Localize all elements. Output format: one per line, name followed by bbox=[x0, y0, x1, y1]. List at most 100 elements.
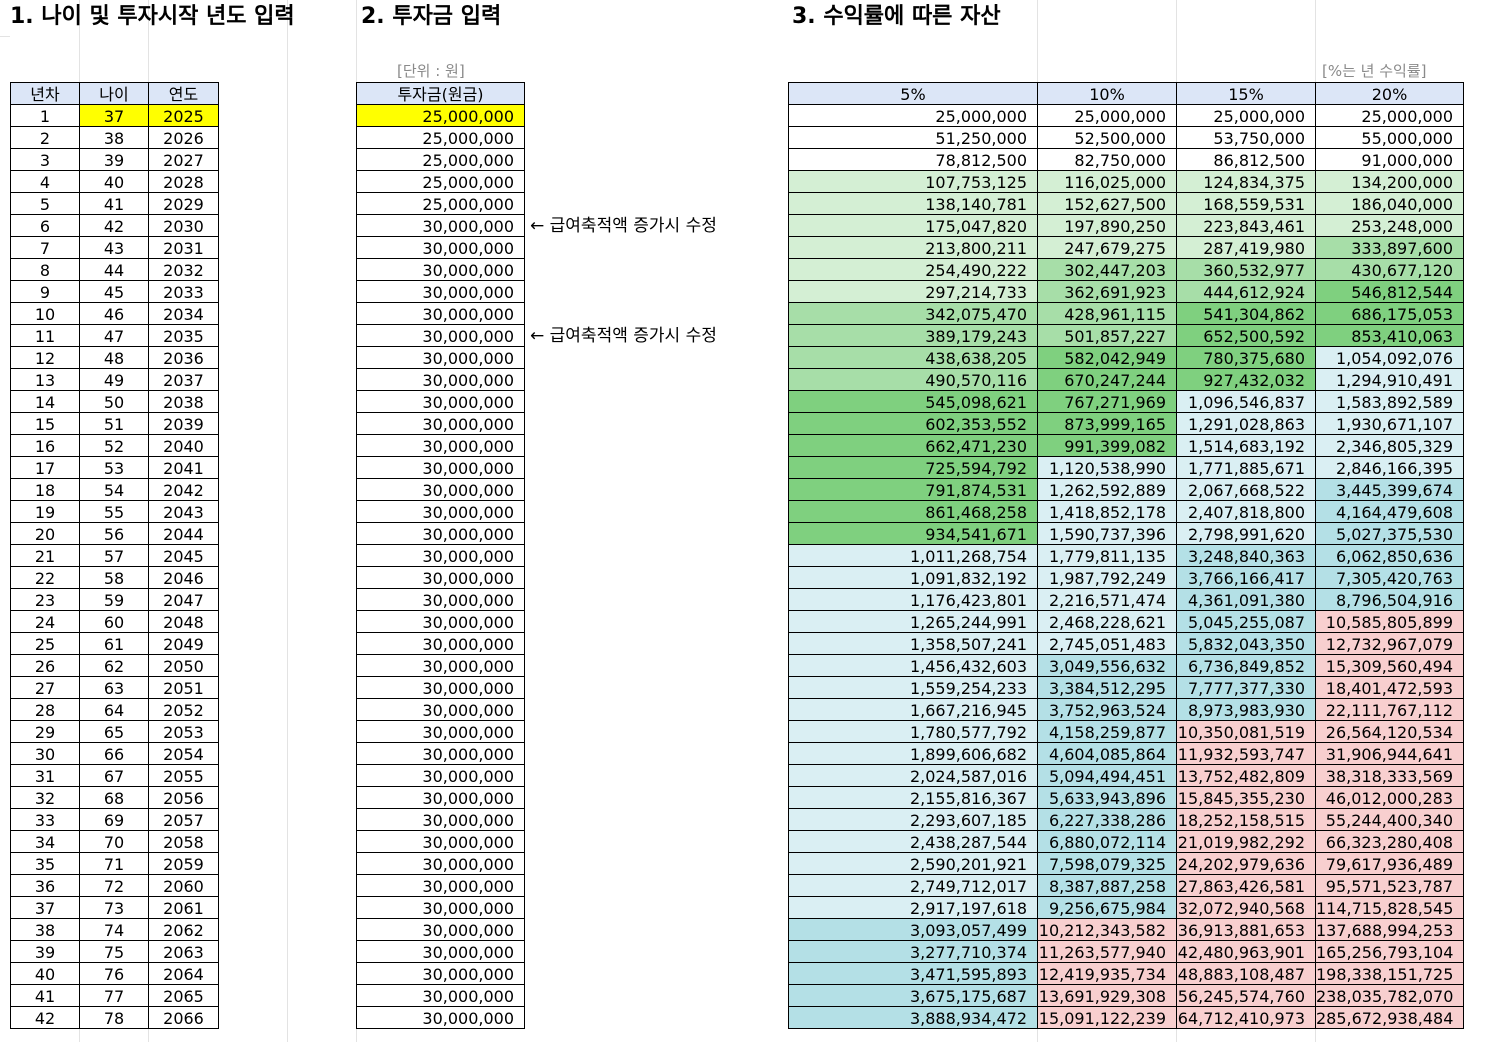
cell-rate-10[interactable]: 1,418,852,178 bbox=[1037, 500, 1177, 523]
cell-rate-15[interactable]: 7,777,377,330 bbox=[1176, 676, 1316, 699]
cell-year-index[interactable]: 40 bbox=[10, 962, 80, 985]
cell-rate-5[interactable]: 78,812,500 bbox=[788, 148, 1038, 171]
cell-principal[interactable]: 30,000,000 bbox=[356, 742, 525, 765]
cell-year[interactable]: 2048 bbox=[148, 610, 219, 633]
cell-age[interactable]: 64 bbox=[79, 698, 149, 721]
cell-year[interactable]: 2045 bbox=[148, 544, 219, 567]
cell-year-index[interactable]: 6 bbox=[10, 214, 80, 237]
cell-age[interactable]: 62 bbox=[79, 654, 149, 677]
cell-rate-15[interactable]: 18,252,158,515 bbox=[1176, 808, 1316, 831]
cell-rate-5[interactable]: 254,490,222 bbox=[788, 258, 1038, 281]
cell-rate-20[interactable]: 3,445,399,674 bbox=[1315, 478, 1464, 501]
cell-year[interactable]: 2060 bbox=[148, 874, 219, 897]
cell-year[interactable]: 2040 bbox=[148, 434, 219, 457]
cell-principal[interactable]: 25,000,000 bbox=[356, 104, 525, 127]
cell-rate-5[interactable]: 490,570,116 bbox=[788, 368, 1038, 391]
cell-age[interactable]: 43 bbox=[79, 236, 149, 259]
cell-year[interactable]: 2025 bbox=[148, 104, 219, 127]
cell-principal[interactable]: 30,000,000 bbox=[356, 786, 525, 809]
cell-year-index[interactable]: 10 bbox=[10, 302, 80, 325]
cell-year-index[interactable]: 29 bbox=[10, 720, 80, 743]
cell-year-index[interactable]: 21 bbox=[10, 544, 80, 567]
cell-rate-5[interactable]: 3,675,175,687 bbox=[788, 984, 1038, 1007]
cell-rate-15[interactable]: 1,514,683,192 bbox=[1176, 434, 1316, 457]
cell-rate-5[interactable]: 175,047,820 bbox=[788, 214, 1038, 237]
cell-year[interactable]: 2042 bbox=[148, 478, 219, 501]
cell-principal[interactable]: 30,000,000 bbox=[356, 940, 525, 963]
cell-year-index[interactable]: 41 bbox=[10, 984, 80, 1007]
cell-rate-10[interactable]: 767,271,969 bbox=[1037, 390, 1177, 413]
cell-age[interactable]: 74 bbox=[79, 918, 149, 941]
cell-year-index[interactable]: 12 bbox=[10, 346, 80, 369]
cell-rate-20[interactable]: 2,846,166,395 bbox=[1315, 456, 1464, 479]
cell-rate-5[interactable]: 934,541,671 bbox=[788, 522, 1038, 545]
cell-age[interactable]: 52 bbox=[79, 434, 149, 457]
cell-rate-15[interactable]: 8,973,983,930 bbox=[1176, 698, 1316, 721]
cell-rate-10[interactable]: 362,691,923 bbox=[1037, 280, 1177, 303]
cell-rate-5[interactable]: 1,456,432,603 bbox=[788, 654, 1038, 677]
cell-year[interactable]: 2056 bbox=[148, 786, 219, 809]
cell-rate-15[interactable]: 124,834,375 bbox=[1176, 170, 1316, 193]
cell-year-index[interactable]: 8 bbox=[10, 258, 80, 281]
cell-age[interactable]: 48 bbox=[79, 346, 149, 369]
cell-principal[interactable]: 30,000,000 bbox=[356, 896, 525, 919]
cell-rate-20[interactable]: 134,200,000 bbox=[1315, 170, 1464, 193]
cell-year[interactable]: 2036 bbox=[148, 346, 219, 369]
cell-rate-5[interactable]: 2,293,607,185 bbox=[788, 808, 1038, 831]
cell-year[interactable]: 2032 bbox=[148, 258, 219, 281]
cell-rate-10[interactable]: 247,679,275 bbox=[1037, 236, 1177, 259]
cell-year[interactable]: 2065 bbox=[148, 984, 219, 1007]
cell-rate-20[interactable]: 546,812,544 bbox=[1315, 280, 1464, 303]
cell-rate-5[interactable]: 2,155,816,367 bbox=[788, 786, 1038, 809]
cell-principal[interactable]: 30,000,000 bbox=[356, 654, 525, 677]
cell-year-index[interactable]: 20 bbox=[10, 522, 80, 545]
cell-rate-15[interactable]: 287,419,980 bbox=[1176, 236, 1316, 259]
cell-rate-20[interactable]: 1,054,092,076 bbox=[1315, 346, 1464, 369]
cell-year-index[interactable]: 28 bbox=[10, 698, 80, 721]
cell-age[interactable]: 50 bbox=[79, 390, 149, 413]
cell-rate-10[interactable]: 1,120,538,990 bbox=[1037, 456, 1177, 479]
cell-rate-20[interactable]: 91,000,000 bbox=[1315, 148, 1464, 171]
cell-year-index[interactable]: 5 bbox=[10, 192, 80, 215]
cell-rate-20[interactable]: 10,585,805,899 bbox=[1315, 610, 1464, 633]
cell-rate-10[interactable]: 1,779,811,135 bbox=[1037, 544, 1177, 567]
cell-principal[interactable]: 30,000,000 bbox=[356, 500, 525, 523]
cell-rate-15[interactable]: 86,812,500 bbox=[1176, 148, 1316, 171]
cell-rate-5[interactable]: 438,638,205 bbox=[788, 346, 1038, 369]
cell-rate-10[interactable]: 991,399,082 bbox=[1037, 434, 1177, 457]
cell-principal[interactable]: 25,000,000 bbox=[356, 126, 525, 149]
cell-year-index[interactable]: 14 bbox=[10, 390, 80, 413]
cell-year[interactable]: 2051 bbox=[148, 676, 219, 699]
cell-rate-5[interactable]: 2,590,201,921 bbox=[788, 852, 1038, 875]
cell-principal[interactable]: 30,000,000 bbox=[356, 830, 525, 853]
cell-age[interactable]: 55 bbox=[79, 500, 149, 523]
cell-year[interactable]: 2029 bbox=[148, 192, 219, 215]
cell-year[interactable]: 2064 bbox=[148, 962, 219, 985]
cell-rate-5[interactable]: 1,559,254,233 bbox=[788, 676, 1038, 699]
cell-year[interactable]: 2033 bbox=[148, 280, 219, 303]
cell-rate-20[interactable]: 6,062,850,636 bbox=[1315, 544, 1464, 567]
cell-rate-10[interactable]: 582,042,949 bbox=[1037, 346, 1177, 369]
cell-principal[interactable]: 30,000,000 bbox=[356, 808, 525, 831]
cell-principal[interactable]: 30,000,000 bbox=[356, 720, 525, 743]
cell-age[interactable]: 69 bbox=[79, 808, 149, 831]
cell-rate-15[interactable]: 13,752,482,809 bbox=[1176, 764, 1316, 787]
cell-rate-20[interactable]: 238,035,782,070 bbox=[1315, 984, 1464, 1007]
cell-principal[interactable]: 25,000,000 bbox=[356, 148, 525, 171]
cell-year-index[interactable]: 42 bbox=[10, 1006, 80, 1029]
cell-year[interactable]: 2061 bbox=[148, 896, 219, 919]
cell-year-index[interactable]: 31 bbox=[10, 764, 80, 787]
cell-year-index[interactable]: 3 bbox=[10, 148, 80, 171]
cell-rate-20[interactable]: 26,564,120,534 bbox=[1315, 720, 1464, 743]
cell-rate-5[interactable]: 1,176,423,801 bbox=[788, 588, 1038, 611]
cell-year-index[interactable]: 15 bbox=[10, 412, 80, 435]
cell-age[interactable]: 63 bbox=[79, 676, 149, 699]
cell-rate-5[interactable]: 2,749,712,017 bbox=[788, 874, 1038, 897]
cell-rate-15[interactable]: 5,045,255,087 bbox=[1176, 610, 1316, 633]
cell-principal[interactable]: 30,000,000 bbox=[356, 302, 525, 325]
cell-age[interactable]: 76 bbox=[79, 962, 149, 985]
cell-rate-5[interactable]: 1,899,606,682 bbox=[788, 742, 1038, 765]
cell-age[interactable]: 44 bbox=[79, 258, 149, 281]
cell-year[interactable]: 2055 bbox=[148, 764, 219, 787]
cell-rate-10[interactable]: 4,158,259,877 bbox=[1037, 720, 1177, 743]
